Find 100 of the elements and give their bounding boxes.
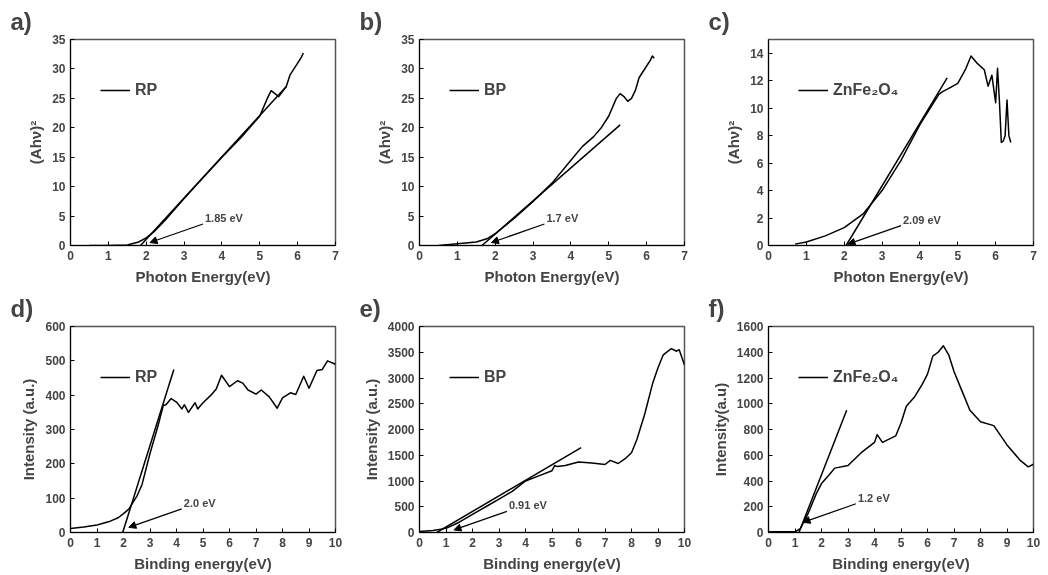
- y-tick-label: 30: [52, 62, 66, 77]
- y-tick-label: 1400: [736, 345, 764, 360]
- x-tick-label: 3: [495, 535, 503, 550]
- chart-title: e): [359, 294, 381, 322]
- y-tick-label: 10: [401, 180, 415, 195]
- x-tick-label: 3: [529, 248, 537, 263]
- y-tick-label: 0: [407, 526, 415, 540]
- y-tick-label: 10: [52, 180, 66, 195]
- x-axis-title: Binding energy(eV): [483, 554, 621, 572]
- x-tick-label: 2: [469, 535, 477, 550]
- x-tick-label: 5: [199, 535, 207, 550]
- y-axis-title: Intensity(a.u): [711, 382, 729, 477]
- y-tick-label: 500: [45, 354, 66, 369]
- chart-title: a): [10, 7, 32, 35]
- x-tick-label: 9: [1003, 535, 1011, 550]
- y-tick-label: 600: [45, 320, 66, 334]
- x-tick-label: 1: [93, 535, 101, 550]
- x-tick-label: 3: [146, 535, 154, 550]
- x-axis-title: Photon Energy(eV): [135, 267, 271, 285]
- x-tick-label: 2: [142, 248, 150, 263]
- y-tick-label: 1600: [736, 320, 764, 334]
- x-tick-label: 5: [897, 535, 905, 550]
- y-tick-label: 0: [407, 239, 415, 253]
- x-tick-label: 9: [654, 535, 662, 550]
- x-tick-label: 1: [791, 535, 799, 550]
- legend-label: RP: [135, 81, 158, 99]
- y-tick-label: 12: [750, 74, 764, 89]
- legend-label: BP: [484, 368, 507, 386]
- y-tick-label: 400: [45, 388, 66, 403]
- x-tick-label: 6: [643, 248, 651, 263]
- chart-title: c): [708, 7, 730, 35]
- x-tick-label: 3: [180, 248, 188, 263]
- y-tick-label: 35: [52, 33, 66, 47]
- x-tick-label: 10: [328, 535, 343, 550]
- y-tick-label: 35: [401, 33, 415, 47]
- x-tick-label: 4: [567, 248, 575, 263]
- x-tick-label: 1: [454, 248, 462, 263]
- x-tick-label: 8: [279, 535, 287, 550]
- y-tick-label: 3000: [387, 371, 415, 386]
- y-tick-label: 20: [401, 121, 415, 136]
- y-tick-label: 4: [756, 184, 764, 199]
- x-tick-label: 3: [878, 248, 886, 263]
- x-tick-label: 4: [173, 535, 181, 550]
- annotation: 2.09 eV: [903, 213, 942, 226]
- legend-label: ZnFe₂O₄: [833, 368, 899, 386]
- x-tick-label: 7: [950, 535, 958, 550]
- x-tick-label: 5: [256, 248, 264, 263]
- y-tick-label: 15: [52, 150, 66, 165]
- y-tick-label: 0: [58, 239, 66, 253]
- y-tick-label: 500: [394, 500, 415, 515]
- x-tick-label: 7: [252, 535, 260, 550]
- x-tick-label: 2: [840, 248, 848, 263]
- annotation: 0.91 eV: [508, 499, 548, 512]
- x-tick-label: 7: [681, 248, 689, 263]
- y-tick-label: 200: [45, 457, 66, 472]
- y-tick-label: 30: [401, 62, 415, 77]
- y-tick-label: 2000: [387, 423, 415, 437]
- x-tick-label: 5: [605, 248, 613, 263]
- y-tick-label: 0: [58, 526, 66, 540]
- y-tick-label: 1500: [387, 448, 415, 463]
- x-tick-label: 9: [305, 535, 313, 550]
- chart-title: b): [359, 7, 383, 35]
- x-tick-label: 6: [992, 248, 1000, 263]
- y-tick-label: 15: [401, 150, 415, 165]
- y-tick-label: 0: [756, 239, 764, 253]
- y-tick-label: 2500: [387, 397, 415, 412]
- y-tick-label: 20: [52, 121, 66, 136]
- x-tick-label: 3: [844, 535, 852, 550]
- x-axis-title: Binding energy(eV): [832, 554, 970, 572]
- y-axis-title: (Ahν)²: [27, 120, 45, 165]
- y-tick-label: 800: [743, 423, 764, 437]
- x-tick-label: 6: [924, 535, 932, 550]
- x-tick-label: 7: [1030, 248, 1038, 263]
- y-tick-label: 5: [58, 209, 66, 224]
- y-tick-label: 600: [743, 448, 764, 463]
- x-axis-title: Photon Energy(eV): [484, 267, 620, 285]
- y-tick-label: 8: [756, 129, 764, 144]
- x-tick-label: 7: [601, 535, 609, 550]
- x-tick-label: 4: [522, 535, 530, 550]
- y-tick-label: 10: [750, 101, 764, 116]
- x-axis-title: Photon Energy(eV): [833, 267, 969, 285]
- annotation: 1.85 eV: [205, 212, 244, 225]
- x-tick-label: 8: [977, 535, 985, 550]
- y-tick-label: 6: [756, 156, 764, 171]
- y-tick-label: 1000: [387, 474, 415, 489]
- annotation: 1.7 eV: [546, 212, 579, 225]
- x-tick-label: 4: [916, 248, 924, 263]
- x-tick-label: 1: [105, 248, 113, 263]
- x-tick-label: 8: [628, 535, 636, 550]
- legend-label: ZnFe₂O₄: [833, 81, 899, 99]
- y-tick-label: 4000: [387, 320, 415, 334]
- y-tick-label: 1200: [736, 371, 764, 386]
- y-tick-label: 0: [756, 526, 764, 540]
- x-tick-label: 6: [575, 535, 583, 550]
- x-axis-title: Binding energy(eV): [134, 554, 272, 572]
- y-tick-label: 5: [407, 209, 415, 224]
- x-tick-label: 5: [548, 535, 556, 550]
- x-tick-label: 10: [1026, 535, 1041, 550]
- y-tick-label: 400: [743, 474, 764, 489]
- annotation: 1.2 eV: [857, 491, 891, 504]
